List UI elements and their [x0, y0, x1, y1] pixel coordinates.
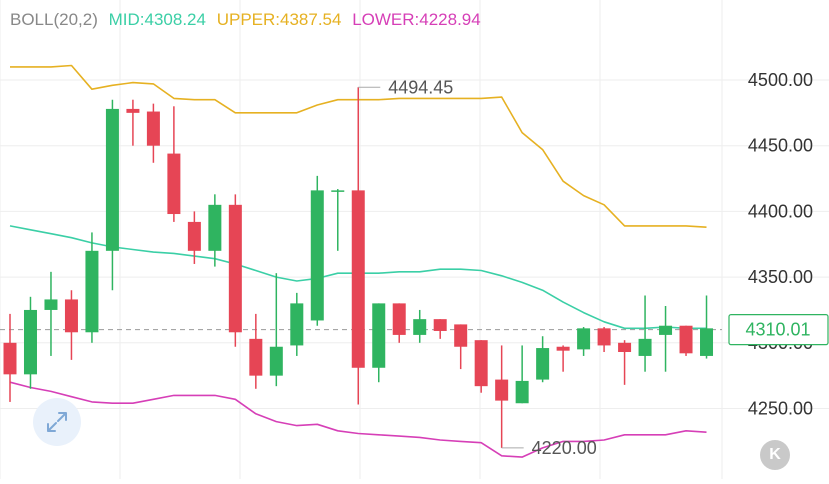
candle-body	[85, 250, 99, 333]
expand-button[interactable]	[33, 398, 81, 446]
candle-body	[577, 328, 591, 350]
candle	[85, 232, 99, 343]
y-tick-label: 4350.00	[748, 267, 813, 287]
current-price-label: 4310.01	[728, 314, 829, 346]
y-tick-label: 4250.00	[748, 399, 813, 419]
k-button[interactable]: K	[760, 440, 790, 470]
candle-body	[310, 190, 324, 321]
candle-body	[536, 348, 550, 380]
candle	[269, 273, 283, 387]
candle	[638, 295, 652, 372]
current-price-box	[728, 314, 829, 346]
candle-body	[433, 319, 447, 331]
indicator-name: BOLL(20,2)	[10, 10, 98, 29]
candle	[331, 189, 345, 251]
candle-body	[331, 190, 345, 192]
candle	[64, 290, 78, 360]
candle-body	[597, 328, 611, 346]
candle-body	[105, 108, 119, 251]
candle	[187, 211, 201, 264]
candle	[536, 336, 550, 383]
candle-body	[515, 380, 529, 404]
candle	[105, 99, 119, 291]
candle-body	[3, 342, 17, 375]
candle	[392, 303, 406, 343]
candle-body	[126, 108, 140, 113]
indicator-legend: BOLL(20,2) MID:4308.24 UPPER:4387.54 LOW…	[10, 10, 487, 30]
candle	[23, 296, 37, 389]
y-tick-label: 4400.00	[748, 201, 813, 221]
candle	[310, 175, 324, 326]
candle-body	[413, 319, 427, 335]
candle	[515, 345, 529, 404]
candle-body	[700, 328, 714, 356]
candle-body	[146, 111, 160, 146]
candle	[454, 324, 468, 370]
candle	[577, 327, 591, 356]
candle	[618, 340, 632, 385]
candle-body	[454, 324, 468, 347]
candle	[126, 99, 140, 146]
candle-body	[249, 338, 263, 376]
candle	[372, 303, 386, 383]
candle-body	[659, 325, 673, 335]
candle	[208, 194, 222, 267]
annotation-label: 4220.00	[532, 438, 597, 458]
candle-body	[372, 303, 386, 368]
candle	[556, 345, 570, 372]
candle-body	[64, 299, 78, 333]
candle	[351, 87, 365, 405]
candle-body	[167, 153, 181, 215]
candle	[413, 309, 427, 343]
annotation-label: 4494.45	[388, 77, 453, 97]
expand-diagonal-icon	[47, 412, 67, 432]
candle	[44, 271, 58, 356]
candle-body	[269, 346, 283, 376]
candles	[3, 87, 714, 448]
candle-body	[556, 346, 570, 351]
candle-body	[290, 303, 304, 346]
candle	[597, 327, 611, 352]
candle	[146, 103, 160, 163]
mid-value: MID:4308.24	[108, 10, 206, 29]
boll-lower-line	[9, 381, 707, 458]
candle-body	[44, 299, 58, 310]
candle-body	[208, 204, 222, 251]
candle	[228, 194, 242, 347]
candle	[659, 306, 673, 372]
candle-body	[618, 342, 632, 352]
y-axis: 4500.004450.004400.004350.004300.004250.…	[728, 70, 829, 419]
candle-body	[187, 221, 201, 251]
candle-body	[474, 340, 488, 387]
candle	[679, 325, 693, 356]
lower-value: LOWER:4228.94	[352, 10, 481, 29]
candle	[167, 106, 181, 222]
candle-body	[392, 303, 406, 335]
candle	[433, 319, 447, 339]
y-tick-label: 4500.00	[748, 70, 813, 90]
current-price-text: 4310.01	[745, 320, 810, 340]
candle	[290, 292, 304, 356]
candle	[3, 313, 17, 402]
candle-body	[23, 309, 37, 375]
candle-body	[679, 325, 693, 354]
candle	[700, 295, 714, 359]
annotations: 4494.45 4220.00	[358, 77, 597, 458]
upper-value: UPPER:4387.54	[216, 10, 342, 29]
y-tick-label: 4450.00	[748, 136, 813, 156]
candle	[474, 340, 488, 393]
candle-body	[351, 190, 365, 368]
candle	[249, 313, 263, 389]
candle-body	[228, 204, 242, 333]
candle-body	[638, 338, 652, 356]
candle	[495, 345, 509, 448]
candle-body	[495, 379, 509, 401]
